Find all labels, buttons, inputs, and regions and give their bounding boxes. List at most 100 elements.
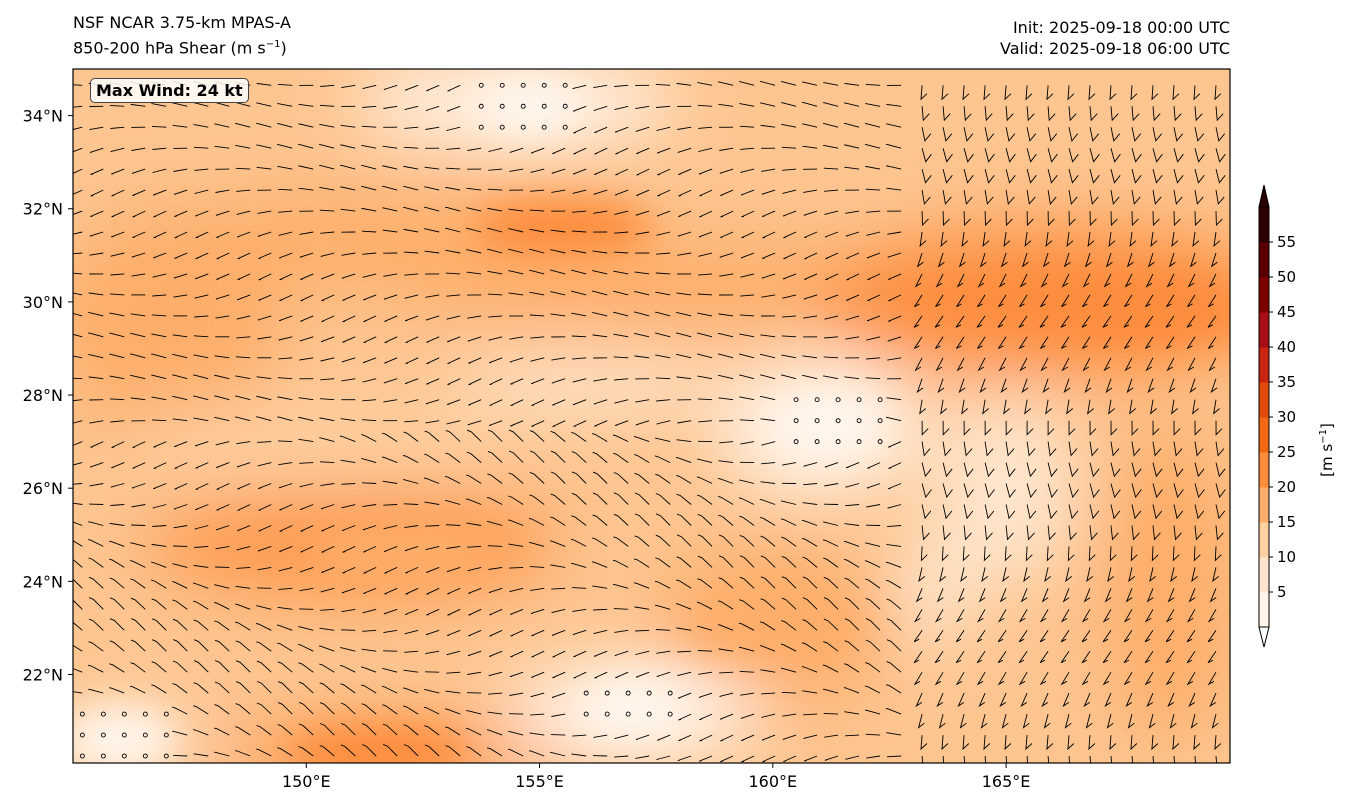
wind-barb: [984, 755, 987, 763]
wind-barb: [382, 207, 398, 212]
wind-barb: [445, 690, 461, 694]
wind-barb: [444, 708, 461, 715]
wind-barb: [760, 535, 776, 547]
wind-barb: [193, 582, 209, 589]
wind-barb: [1089, 483, 1100, 499]
wind-barb: [1039, 630, 1049, 643]
wind-barb: [446, 336, 461, 343]
wind-barb: [1019, 357, 1028, 372]
wind-barb: [153, 231, 167, 239]
wind-barb: [194, 315, 209, 318]
wind-barb: [612, 434, 629, 443]
wind-barb: [340, 208, 356, 212]
wind-barb: [824, 294, 839, 301]
wind-barb: [152, 273, 167, 278]
wind-barb: [172, 660, 188, 673]
wind-barb: [677, 420, 692, 424]
wind-barb: [552, 147, 566, 155]
wind-barb: [88, 312, 104, 317]
wind-barb: [403, 744, 419, 757]
wind-barb: [550, 751, 566, 757]
wind-barb: [1087, 231, 1095, 248]
calm-marker: [520, 124, 526, 130]
wind-barb: [1004, 735, 1012, 751]
wind-barb: [529, 209, 545, 212]
map-frame: [72, 68, 1231, 764]
wind-barb: [131, 168, 146, 174]
wind-barb: [509, 587, 524, 593]
wind-barb: [781, 374, 797, 380]
wind-barb: [1068, 127, 1079, 142]
wind-barb: [425, 126, 440, 130]
wind-barb: [109, 663, 125, 673]
wind-barb: [1060, 630, 1070, 643]
wind-barb: [1151, 85, 1159, 101]
wind-barb: [341, 84, 356, 89]
wind-barb: [340, 164, 356, 170]
wind-barb: [360, 434, 377, 442]
wind-barb: [151, 396, 167, 401]
wind-barb: [235, 416, 251, 422]
wind-barb: [320, 483, 335, 487]
wind-barb: [235, 167, 251, 170]
wind-barb: [1042, 378, 1050, 394]
colorbar-unit: [m s−1]: [1318, 423, 1336, 477]
wind-barb: [718, 313, 734, 317]
wind-barb: [591, 537, 608, 547]
wind-barb: [823, 375, 839, 380]
wind-barb: [843, 687, 860, 694]
wind-barb: [173, 189, 188, 195]
field-name: 850-200 hPa Shear (m s−1): [73, 38, 287, 58]
wind-barb: [382, 165, 398, 170]
wind-barb: [340, 722, 356, 736]
wind-barb: [572, 399, 587, 406]
wind-barb: [886, 416, 902, 422]
wind-barb: [934, 315, 944, 328]
wind-barb: [363, 294, 377, 301]
wind-barb: [90, 168, 104, 176]
wind-barb: [279, 294, 293, 302]
wind-barb: [717, 600, 734, 610]
wind-barb: [572, 608, 587, 612]
wind-barb: [531, 399, 545, 406]
colorbar-segment: [1259, 242, 1269, 278]
wind-barb: [488, 147, 503, 152]
wind-barb: [1089, 441, 1099, 457]
wind-barb: [1060, 609, 1070, 623]
wind-barb: [151, 618, 167, 631]
wind-barb: [844, 144, 860, 149]
wind-barb: [822, 664, 839, 673]
wind-barb: [361, 744, 377, 757]
wind-barb: [955, 315, 965, 328]
wind-barb: [1104, 692, 1112, 708]
wind-barb: [718, 375, 734, 380]
wind-barb: [153, 189, 167, 196]
wind-barb: [921, 483, 932, 499]
wind-barb: [1089, 211, 1097, 227]
wind-barb: [781, 500, 797, 505]
wind-barb: [886, 165, 902, 170]
wind-barb: [297, 643, 314, 652]
wind-barb: [1152, 168, 1163, 184]
calm-marker: [625, 711, 631, 717]
wind-barb: [529, 494, 545, 505]
wind-barb: [109, 618, 125, 631]
wind-barb: [1186, 650, 1196, 664]
wind-barb: [921, 462, 932, 478]
wind-barb: [319, 682, 335, 694]
wind-barb: [277, 144, 293, 149]
wind-barb: [257, 566, 272, 571]
wind-barb: [571, 562, 587, 568]
wind-barb: [865, 188, 881, 191]
wind-barb: [404, 629, 419, 635]
wind-barb: [1188, 692, 1196, 708]
wind-barb: [1103, 273, 1112, 288]
wind-barb: [174, 483, 188, 490]
wind-barb: [257, 315, 272, 321]
wind-barb: [942, 525, 951, 541]
wind-barb: [362, 608, 377, 614]
wind-barb: [1005, 420, 1013, 436]
wind-barb: [426, 336, 440, 343]
wind-barb: [720, 734, 734, 742]
